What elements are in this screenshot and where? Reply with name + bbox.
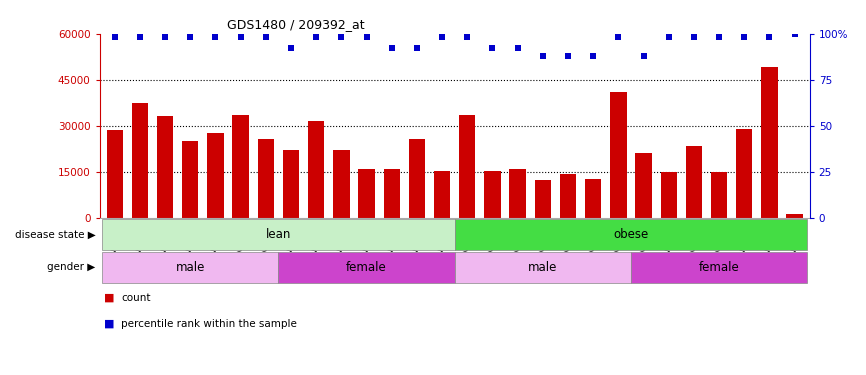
Point [662, 34, 675, 40]
Point [284, 45, 298, 51]
Point [486, 45, 500, 51]
Text: ■: ■ [104, 319, 114, 329]
Point [259, 34, 273, 40]
Bar [434, 171, 450, 217]
Text: female: female [346, 261, 387, 274]
Text: count: count [121, 293, 151, 303]
Bar [534, 180, 551, 218]
Bar [409, 140, 425, 218]
Point [511, 45, 525, 51]
Bar [283, 150, 299, 217]
Text: obese: obese [613, 228, 649, 241]
Bar [786, 214, 803, 217]
Bar [157, 116, 173, 218]
Point [712, 34, 726, 40]
Bar [359, 168, 375, 217]
Bar [102, 252, 278, 283]
Bar [509, 169, 526, 217]
Point [359, 34, 373, 40]
Point [687, 34, 701, 40]
Text: ■: ■ [104, 293, 114, 303]
Bar [736, 129, 753, 217]
Bar [585, 179, 601, 218]
Point [586, 53, 600, 59]
Point [561, 53, 575, 59]
Point [435, 34, 449, 40]
Point [637, 53, 650, 59]
Point [788, 31, 802, 37]
Bar [257, 140, 274, 218]
Text: percentile rank within the sample: percentile rank within the sample [121, 319, 297, 329]
Point [410, 45, 423, 51]
Bar [107, 130, 123, 218]
Bar [455, 219, 807, 250]
Text: male: male [528, 261, 558, 274]
Point [536, 53, 550, 59]
Text: gender ▶: gender ▶ [47, 262, 95, 272]
Bar [761, 68, 778, 218]
Bar [102, 219, 455, 250]
Point [184, 34, 197, 40]
Point [209, 34, 223, 40]
Bar [207, 133, 223, 218]
Text: disease state ▶: disease state ▶ [15, 230, 95, 240]
Bar [333, 150, 350, 217]
Point [158, 34, 172, 40]
Bar [384, 168, 400, 217]
Text: female: female [699, 261, 740, 274]
Bar [686, 146, 702, 218]
Bar [308, 121, 325, 218]
Point [133, 34, 147, 40]
Bar [484, 171, 501, 217]
Text: lean: lean [266, 228, 291, 241]
Point [737, 34, 751, 40]
Point [762, 34, 776, 40]
Bar [661, 172, 677, 217]
Point [611, 34, 625, 40]
Text: GDS1480 / 209392_at: GDS1480 / 209392_at [228, 18, 365, 31]
Point [234, 34, 248, 40]
Bar [132, 103, 148, 218]
Point [385, 45, 398, 51]
Text: male: male [176, 261, 205, 274]
Point [107, 34, 121, 40]
Point [461, 34, 475, 40]
Bar [631, 252, 807, 283]
Point [334, 34, 348, 40]
Bar [559, 174, 576, 217]
Bar [278, 252, 455, 283]
Bar [459, 115, 475, 218]
Bar [711, 172, 727, 217]
Bar [232, 115, 249, 218]
Bar [455, 252, 631, 283]
Bar [182, 141, 198, 218]
Bar [611, 92, 626, 218]
Bar [636, 153, 652, 218]
Point [309, 34, 323, 40]
